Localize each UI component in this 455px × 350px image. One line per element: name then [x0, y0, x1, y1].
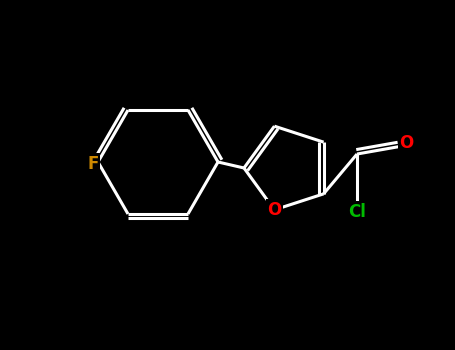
Text: F: F: [87, 155, 99, 173]
Text: Cl: Cl: [348, 203, 366, 221]
Text: O: O: [267, 201, 282, 219]
Text: O: O: [399, 134, 414, 152]
